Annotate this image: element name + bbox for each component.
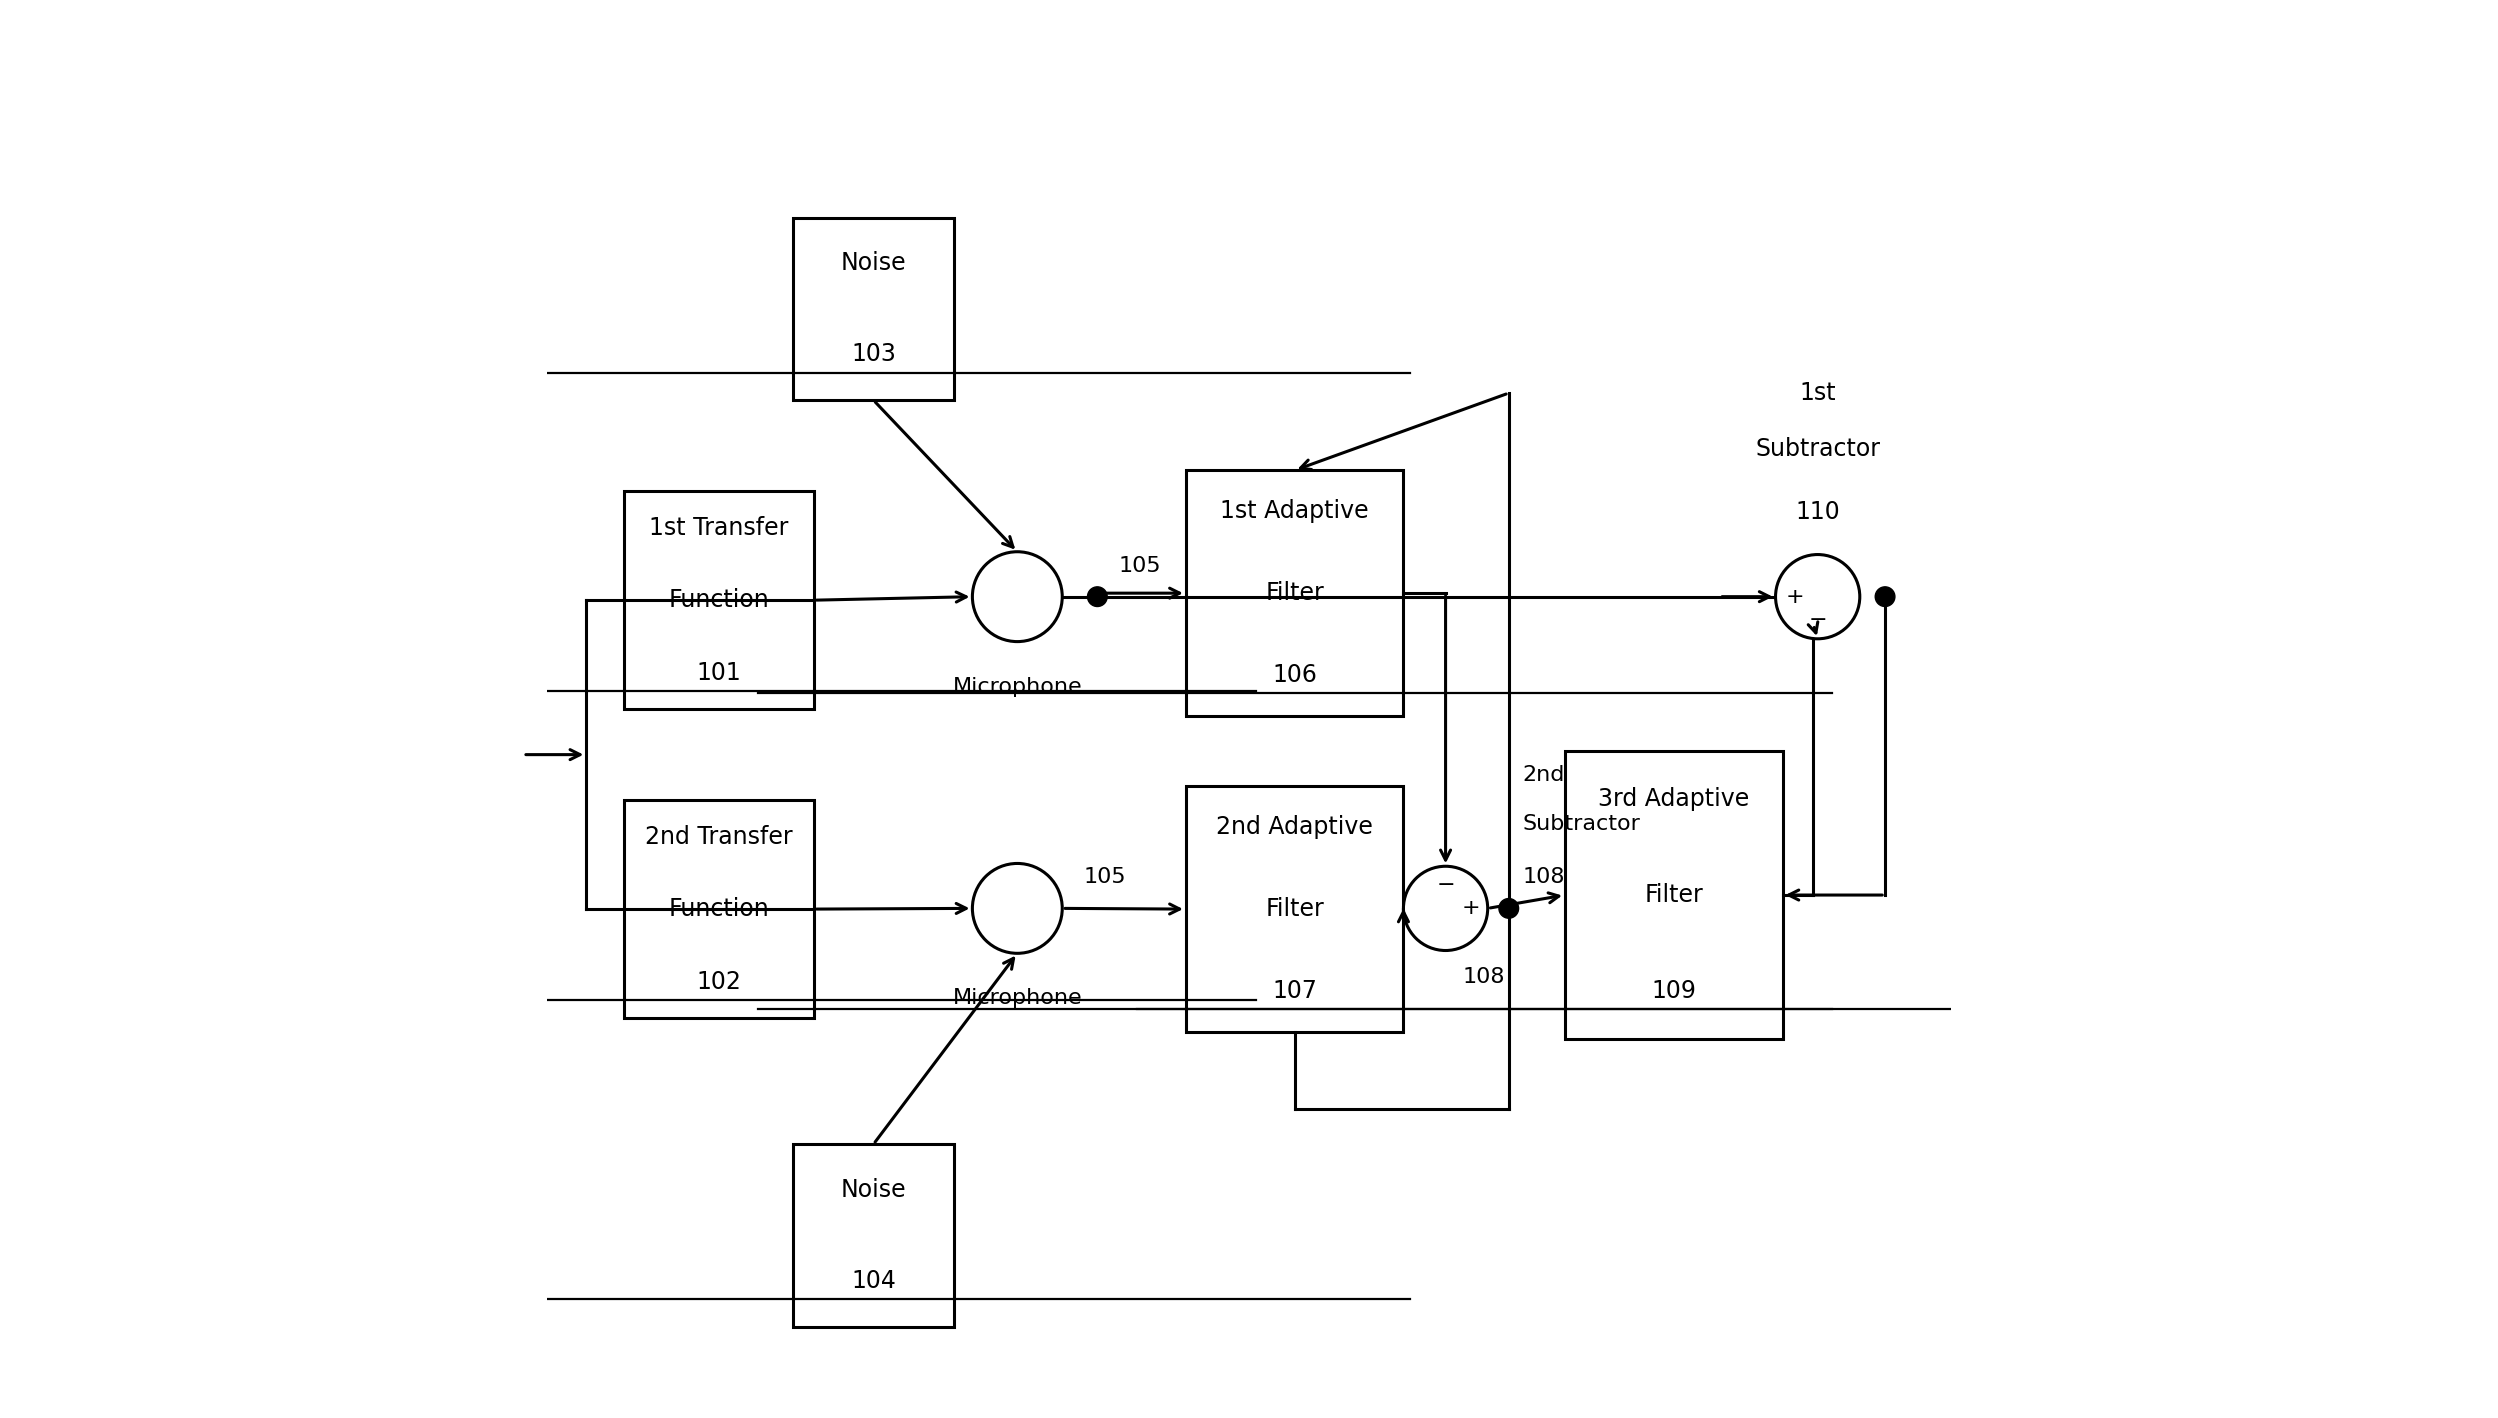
Text: Filter: Filter	[1644, 883, 1704, 908]
Text: 101: 101	[697, 661, 742, 685]
Text: 3rd Adaptive: 3rd Adaptive	[1599, 787, 1749, 811]
Text: 1st Adaptive: 1st Adaptive	[1222, 499, 1369, 523]
Circle shape	[972, 864, 1062, 953]
Text: 108: 108	[1524, 868, 1566, 888]
Bar	[624, 800, 814, 1018]
Text: Function: Function	[669, 588, 769, 613]
Text: 102: 102	[697, 970, 742, 994]
Circle shape	[1404, 866, 1489, 950]
Bar	[792, 217, 954, 400]
Text: 103: 103	[852, 343, 897, 366]
Text: Filter: Filter	[1266, 898, 1324, 922]
Text: 2nd Transfer: 2nd Transfer	[644, 824, 792, 848]
Text: Subtractor: Subtractor	[1756, 437, 1881, 461]
Text: 104: 104	[852, 1269, 897, 1293]
Text: −: −	[1436, 875, 1454, 895]
Text: 108: 108	[1461, 967, 1504, 987]
Bar	[792, 1144, 954, 1327]
Text: +: +	[1786, 587, 1804, 607]
Text: 106: 106	[1271, 664, 1316, 688]
Text: Microphone: Microphone	[952, 988, 1082, 1008]
Text: 107: 107	[1271, 978, 1316, 1003]
Bar	[1187, 786, 1404, 1032]
Circle shape	[1876, 587, 1896, 607]
Text: 110: 110	[1796, 501, 1841, 525]
Circle shape	[972, 552, 1062, 641]
Text: Noise: Noise	[842, 251, 907, 275]
Bar	[1187, 471, 1404, 716]
Text: 1st: 1st	[1799, 381, 1836, 406]
Text: 2nd: 2nd	[1524, 764, 1566, 786]
Text: Filter: Filter	[1266, 581, 1324, 605]
Text: 1st Transfer: 1st Transfer	[649, 516, 789, 540]
Text: Noise: Noise	[842, 1178, 907, 1202]
Text: 105: 105	[1119, 556, 1162, 576]
Bar	[1564, 752, 1784, 1039]
Text: Microphone: Microphone	[952, 676, 1082, 696]
Circle shape	[1776, 554, 1861, 638]
Text: +: +	[1461, 899, 1481, 919]
Text: 105: 105	[1084, 868, 1127, 888]
Text: 2nd Adaptive: 2nd Adaptive	[1217, 815, 1374, 839]
Text: −: −	[1809, 610, 1826, 630]
Circle shape	[1087, 587, 1107, 607]
Circle shape	[1499, 899, 1519, 919]
Text: 109: 109	[1651, 978, 1696, 1003]
Text: Subtractor: Subtractor	[1524, 814, 1641, 834]
Bar	[624, 492, 814, 709]
Text: Function: Function	[669, 898, 769, 922]
